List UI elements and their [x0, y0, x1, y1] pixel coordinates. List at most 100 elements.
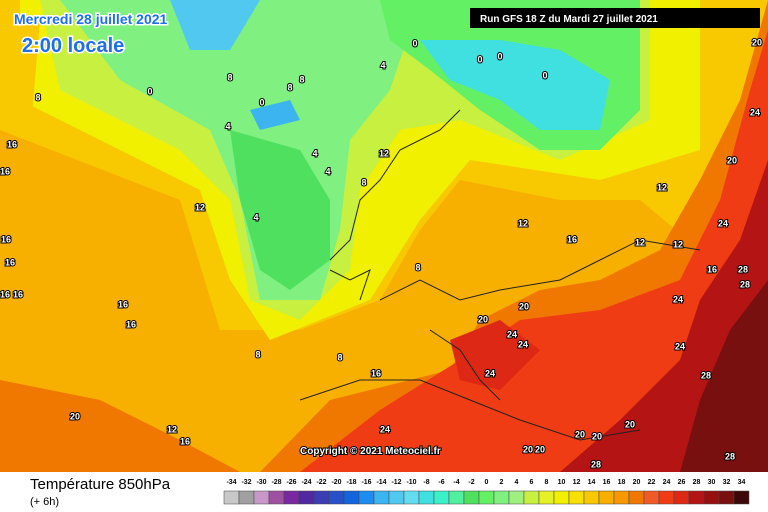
contour-label: 20 [752, 37, 762, 47]
contour-label: 12 [195, 202, 205, 212]
scale-swatch [343, 490, 360, 505]
scale-label: 34 [738, 479, 746, 486]
scale-label: -4 [453, 479, 459, 486]
contour-label: 8 [299, 74, 304, 84]
scale-swatch [358, 490, 375, 505]
scale-swatch [253, 490, 270, 505]
contour-label: 24 [718, 218, 728, 228]
scale-label: 28 [693, 479, 701, 486]
contour-label: 28 [591, 459, 601, 469]
scale-label: -34 [226, 479, 236, 486]
scale-label: -14 [376, 479, 386, 486]
scale-swatch [313, 490, 330, 505]
contour-label: 16 [0, 166, 10, 176]
contour-label: 4 [325, 166, 330, 176]
scale-swatch [583, 490, 600, 505]
scale-swatch [418, 490, 435, 505]
scale-swatch [298, 490, 315, 505]
scale-label: -16 [361, 479, 371, 486]
scale-swatch [628, 490, 645, 505]
scale-label: 12 [573, 479, 581, 486]
contour-label: 8 [415, 262, 420, 272]
scale-swatch [523, 490, 540, 505]
contour-label: 16 [0, 289, 10, 299]
scale-label: -18 [346, 479, 356, 486]
scale-label: 2 [500, 479, 504, 486]
time: 2:00 locale [22, 35, 124, 57]
contour-label: 20 [478, 314, 488, 324]
contour-label: 20 [625, 419, 635, 429]
contour-label: 28 [701, 370, 711, 380]
contour-label: 20 [519, 301, 529, 311]
scale-label: 32 [723, 479, 731, 486]
scale-label: -26 [286, 479, 296, 486]
scale-swatch [448, 490, 465, 505]
scale-label: -10 [406, 479, 416, 486]
scale-label: -24 [301, 479, 311, 486]
run-box [470, 8, 760, 28]
contour-label: 0 [542, 70, 547, 80]
contour-label: 0 [497, 51, 502, 61]
scale-swatch [703, 490, 720, 505]
contour-label: 12 [518, 218, 528, 228]
contour-label: 0 [259, 97, 264, 107]
scale-swatch [223, 490, 240, 505]
scale-swatch [268, 490, 285, 505]
contour-label: 8 [35, 92, 40, 102]
contour-label: 16 [180, 436, 190, 446]
contour-label: 12 [167, 424, 177, 434]
scale-swatch [328, 490, 345, 505]
contour-label: 16 [13, 289, 23, 299]
contour-label: 8 [255, 349, 260, 359]
scale-swatch [643, 490, 660, 505]
scale-swatch [733, 490, 750, 505]
scale-swatch [238, 490, 255, 505]
contour-label: 0 [147, 86, 152, 96]
contour-label: 24 [673, 294, 683, 304]
contour-label: 16 [5, 257, 15, 267]
contour-label: 24 [507, 329, 517, 339]
contour-label: 20 [727, 155, 737, 165]
scale-label: -20 [331, 479, 341, 486]
contour-label: 8 [227, 72, 232, 82]
scale-swatch [568, 490, 585, 505]
scale-label: 0 [485, 479, 489, 486]
scale-label: -32 [241, 479, 251, 486]
scale-label: -12 [391, 479, 401, 486]
scale-label: 26 [678, 479, 686, 486]
temperature-field [0, 0, 768, 472]
scale-swatch [433, 490, 450, 505]
scale-label: 18 [618, 479, 626, 486]
scale-swatch [283, 490, 300, 505]
scale-label: 14 [588, 479, 596, 486]
contour-label: 16 [126, 319, 136, 329]
contour-label: 12 [657, 182, 667, 192]
scale-swatch [388, 490, 405, 505]
scale-swatch [553, 490, 570, 505]
contour-label: 12 [379, 148, 389, 158]
contour-label: 20 [523, 444, 533, 454]
scale-swatch [658, 490, 675, 505]
contour-label: 28 [725, 451, 735, 461]
footer-title: Température 850hPa [30, 476, 171, 493]
scale-label: -22 [316, 479, 326, 486]
scale-label: -8 [423, 479, 429, 486]
footer-subtitle: (+ 6h) [30, 496, 59, 508]
contour-label: 0 [477, 54, 482, 64]
contour-label: 24 [380, 424, 390, 434]
scale-swatch [673, 490, 690, 505]
scale-label: 10 [558, 479, 566, 486]
contour-label: 20 [70, 411, 80, 421]
contour-label: 20 [535, 444, 545, 454]
scale-label: 22 [648, 479, 656, 486]
contour-label: 28 [738, 264, 748, 274]
scale-label: -2 [468, 479, 474, 486]
contour-label: 8 [337, 352, 342, 362]
contour-label: 28 [740, 279, 750, 289]
scale-label: 6 [530, 479, 534, 486]
scale-swatch [493, 490, 510, 505]
scale-label: -28 [271, 479, 281, 486]
contour-label: 20 [592, 431, 602, 441]
scale-label: 16 [603, 479, 611, 486]
